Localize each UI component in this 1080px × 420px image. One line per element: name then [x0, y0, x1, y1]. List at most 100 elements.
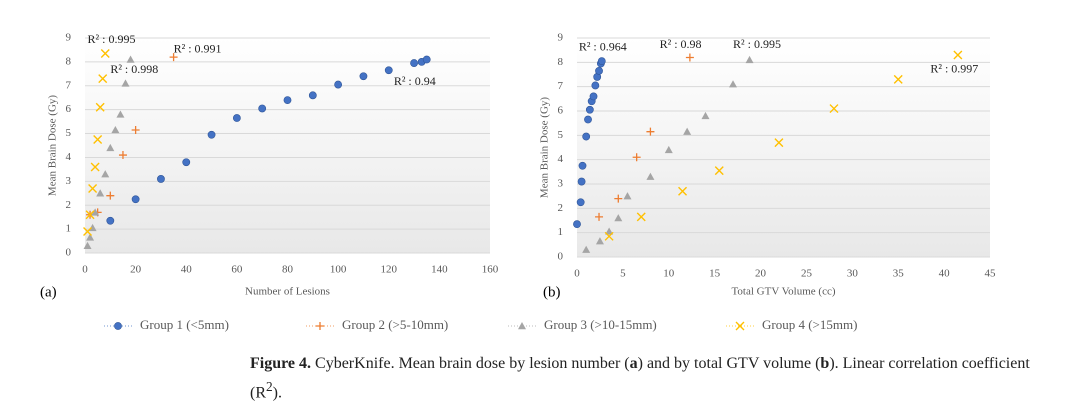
legend-label: Group 1 (<5mm) [140, 317, 229, 332]
y-tick-label: 0 [66, 247, 72, 259]
x-tick-label: 10 [663, 268, 675, 280]
point [283, 96, 292, 105]
point [605, 227, 614, 235]
point [664, 145, 673, 154]
point [384, 66, 393, 75]
point [745, 55, 754, 64]
point [182, 158, 191, 167]
point [93, 135, 103, 145]
y-tick-label: 1 [66, 223, 72, 235]
x-tick-label: 120 [381, 264, 398, 276]
annotation: R² : 0.995 [88, 32, 136, 46]
x-tick-label: 0 [574, 268, 580, 280]
y-tick-label: 6 [558, 105, 564, 117]
legend-marker [114, 322, 122, 330]
point [106, 191, 115, 200]
x-tick-label: 20 [130, 264, 142, 276]
y-tick-label: 2 [66, 199, 72, 211]
y-axis-title: Mean Brain Dose (Gy) [539, 97, 551, 198]
point [576, 198, 585, 207]
point [577, 177, 586, 186]
annotation: R² : 0.98 [660, 37, 702, 51]
y-tick-label: 3 [66, 175, 72, 187]
point [90, 162, 100, 172]
point [169, 53, 178, 62]
point [118, 151, 127, 160]
x-tick-label: 40 [939, 268, 951, 280]
point [595, 66, 603, 75]
y-tick-label: 9 [66, 32, 72, 44]
point [131, 195, 140, 204]
y-axis-title: Mean Brain Dose (Gy) [47, 95, 59, 196]
point [582, 132, 591, 141]
x-tick-label: 40 [181, 264, 193, 276]
x-tick-label: 25 [801, 268, 813, 280]
y-tick-label: 7 [66, 79, 72, 91]
x-tick-label: 30 [847, 268, 859, 280]
point [157, 175, 165, 183]
caption-part: CyberKnife. Mean brain dose by lesion nu… [311, 355, 630, 372]
x-tick-label: 60 [231, 264, 243, 276]
point [714, 166, 724, 176]
x-axis-title: Number of Lesions [245, 286, 330, 298]
point [101, 170, 110, 178]
legend-marker [518, 322, 526, 330]
point [585, 105, 594, 114]
point [774, 138, 784, 148]
y-tick-label: 6 [66, 103, 72, 115]
x-tick-label: 35 [893, 268, 905, 280]
panel-label: (b) [543, 284, 561, 300]
point [646, 172, 655, 180]
point [126, 55, 135, 63]
point [685, 53, 694, 62]
point [646, 127, 655, 136]
point [597, 57, 606, 66]
caption-part: ). Linear correlation coefficient (R [250, 355, 1030, 402]
point [589, 92, 598, 101]
point [584, 115, 592, 124]
point [604, 231, 614, 241]
point [106, 143, 115, 152]
legend-label: Group 3 (>10-15mm) [544, 317, 657, 332]
annotation: R² : 0.998 [110, 62, 158, 76]
point [83, 241, 92, 250]
point [100, 49, 110, 59]
annotation: R² : 0.995 [733, 37, 781, 51]
point [422, 55, 431, 64]
x-tick-label: 160 [482, 264, 499, 276]
point [131, 125, 140, 134]
y-tick-label: 8 [66, 55, 72, 67]
point [95, 102, 105, 112]
point [410, 59, 418, 67]
point [91, 208, 100, 216]
legend-marker [316, 322, 324, 330]
plot-area [85, 38, 490, 253]
point [85, 210, 95, 220]
point [582, 245, 591, 253]
legend-label: Group 4 (>15mm) [762, 317, 857, 332]
point [636, 212, 646, 222]
point [83, 227, 93, 236]
point [96, 189, 105, 197]
caption-part: a [629, 355, 638, 372]
y-tick-label: 5 [558, 129, 564, 141]
y-tick-label: 2 [558, 202, 564, 214]
point [683, 127, 692, 135]
point [207, 130, 216, 139]
point [595, 237, 604, 245]
annotation: R² : 0.997 [930, 61, 978, 75]
point [111, 125, 120, 134]
point [829, 104, 839, 114]
legend-label: Group 2 (>5-10mm) [342, 317, 448, 332]
point [334, 80, 343, 89]
x-tick-label: 80 [282, 264, 294, 276]
point [595, 212, 604, 221]
point [614, 214, 623, 222]
point [88, 184, 98, 193]
x-tick-label: 20 [755, 268, 767, 280]
y-tick-label: 3 [558, 178, 564, 190]
point [614, 194, 623, 203]
point [623, 192, 632, 200]
x-tick-label: 0 [82, 264, 88, 276]
